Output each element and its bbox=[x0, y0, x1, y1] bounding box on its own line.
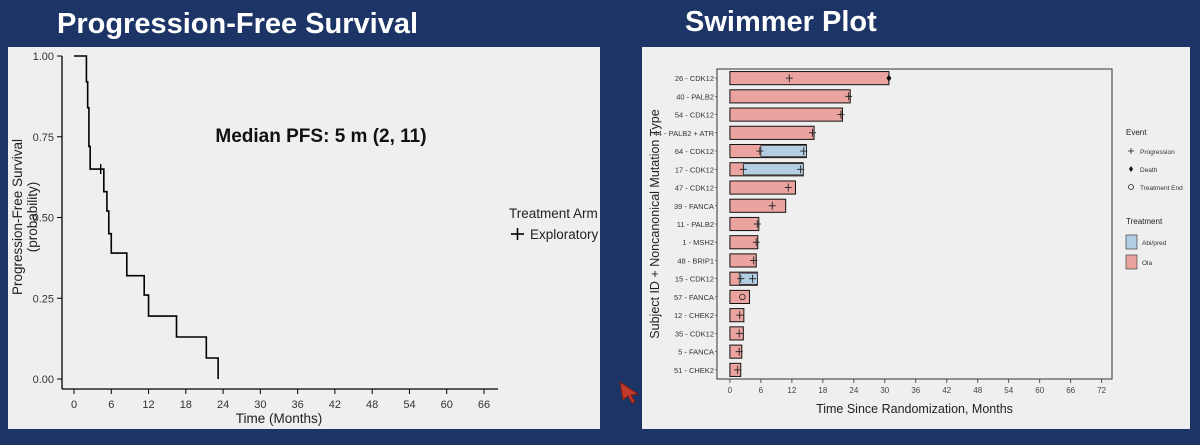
sw-x-tick-label: 30 bbox=[880, 386, 889, 395]
sw-treatment-legend-label: Ola bbox=[1142, 260, 1153, 267]
sw-event-legend-label: Treatment End bbox=[1140, 185, 1183, 192]
sw-x-tick-label: 42 bbox=[942, 386, 951, 395]
sw-subject-label: 64 - CDK12 bbox=[675, 147, 714, 156]
km-y-axis-label: Progression-Free Survival bbox=[10, 139, 25, 295]
sw-subject-label: 15 - CDK12 bbox=[675, 275, 714, 284]
sw-subject-label: 5 - FANCA bbox=[678, 348, 714, 357]
sw-subject-label: 47 - CDK12 bbox=[675, 184, 714, 193]
sw-x-tick-label: 18 bbox=[818, 386, 827, 395]
sw-x-tick-label: 12 bbox=[787, 386, 796, 395]
sw-x-tick-label: 36 bbox=[911, 386, 920, 395]
sw-x-tick-label: 60 bbox=[1035, 386, 1044, 395]
sw-subject-label: 39 - FANCA bbox=[674, 202, 714, 211]
sw-ola-bar bbox=[729, 198, 787, 213]
km-median-annotation: Median PFS: 5 m (2, 11) bbox=[215, 126, 426, 147]
sw-event-legend-title: Event bbox=[1126, 128, 1147, 137]
swimmer-chart: 0 6 12 18 24 30 36 42 48 54 60 66 72 26 - CDK12 40 - P… bbox=[648, 68, 1183, 416]
sw-treatment-end-mark bbox=[739, 293, 746, 301]
sw-subject-label: 44 - PALB2 + ATR bbox=[654, 129, 715, 138]
sw-event-legend-label: Death bbox=[1140, 167, 1158, 174]
km-x-tick-label: 60 bbox=[441, 399, 453, 411]
sw-x-tick-label: 24 bbox=[849, 386, 858, 395]
km-x-tick-label: 30 bbox=[254, 399, 266, 411]
sw-x-tick-label: 72 bbox=[1097, 386, 1106, 395]
sw-subject-label: 57 - FANCA bbox=[674, 293, 714, 302]
sw-abi-bar bbox=[743, 163, 804, 176]
km-y-axis-label-2: (probability) bbox=[25, 182, 40, 253]
sw-y-axis-label-group: Subject ID + Noncanonical Mutation Type bbox=[648, 109, 662, 338]
sw-x-tick-label: 66 bbox=[1066, 386, 1075, 395]
sw-subject-label: 26 - CDK12 bbox=[675, 74, 714, 83]
km-y-tick-label: 0.75 bbox=[33, 132, 54, 144]
sw-ola-bar bbox=[729, 107, 843, 122]
sw-subject-label: 17 - CDK12 bbox=[675, 165, 714, 174]
km-x-tick-label: 12 bbox=[142, 399, 154, 411]
sw-treatment-legend-swatch bbox=[1125, 254, 1138, 270]
sw-ola-bar bbox=[729, 89, 851, 104]
km-x-tick-label: 0 bbox=[71, 399, 77, 411]
sw-x-tick-label: 54 bbox=[1004, 386, 1013, 395]
sw-treatment-legend-label: Abi/pred bbox=[1142, 240, 1167, 247]
pfs-chart-panel: 0 6 12 18 24 30 36 42 48 54 60 66 0.00 0.25 0.50 0.75 1.… bbox=[8, 47, 600, 429]
km-y-tick-label: 0.00 bbox=[33, 374, 54, 386]
km-survival-curve bbox=[74, 55, 219, 379]
km-x-tick-label: 42 bbox=[329, 399, 341, 411]
sw-legend-death-icon bbox=[1129, 166, 1133, 172]
km-y-tick-label: 0.50 bbox=[33, 213, 54, 225]
km-legend-label: Exploratory bbox=[530, 227, 599, 242]
km-legend-title: Treatment Arm bbox=[509, 206, 598, 221]
sw-treatment-legend-title: Treatment bbox=[1126, 217, 1163, 226]
pfs-chart: 0 6 12 18 24 30 36 42 48 54 60 66 0.00 0.25 0.50 0.75 1.… bbox=[10, 51, 599, 426]
sw-ola-bar bbox=[729, 71, 890, 86]
sw-event-legend-label: Progression bbox=[1140, 149, 1175, 156]
swimmer-chart-panel: 0 6 12 18 24 30 36 42 48 54 60 66 72 26 - CDK12 40 - P… bbox=[642, 47, 1190, 429]
left-slide-title: Progression-Free Survival bbox=[57, 8, 419, 40]
sw-subject-label: 54 - CDK12 bbox=[675, 111, 714, 120]
sw-x-tick-label: 0 bbox=[728, 386, 733, 395]
sw-subject-label: 40 - PALB2 bbox=[676, 92, 714, 101]
sw-y-axis-label: Subject ID + Noncanonical Mutation Type bbox=[648, 109, 662, 338]
sw-subject-label: 35 - CDK12 bbox=[675, 329, 714, 338]
sw-ola-bar bbox=[729, 125, 815, 140]
km-x-tick-label: 54 bbox=[403, 399, 415, 411]
sw-ola-bar bbox=[729, 180, 796, 195]
sw-subject-label: 12 - CHEK2 bbox=[674, 311, 714, 320]
km-x-tick-label: 24 bbox=[217, 399, 229, 411]
sw-abi-bar bbox=[760, 145, 807, 157]
km-x-tick-label: 36 bbox=[292, 399, 304, 411]
km-x-tick-label: 48 bbox=[366, 399, 378, 411]
sw-treatment-legend-swatch bbox=[1125, 234, 1138, 250]
sw-subject-label: 48 - BRIP1 bbox=[677, 256, 714, 265]
km-x-tick-label: 66 bbox=[478, 399, 490, 411]
sw-subject-label: 1 - MSH2 bbox=[682, 238, 714, 247]
sw-x-tick-label: 6 bbox=[759, 386, 764, 395]
right-slide-title: Swimmer Plot bbox=[685, 6, 877, 38]
sw-death-mark bbox=[886, 74, 892, 82]
mouse-pointer-icon bbox=[619, 380, 640, 404]
km-y-axis-label-group: Progression-Free Survival (probability) bbox=[10, 139, 40, 295]
km-y-tick-label: 1.00 bbox=[33, 51, 54, 63]
km-x-tick-label: 18 bbox=[180, 399, 192, 411]
km-x-axis-label: Time (Months) bbox=[236, 411, 323, 426]
sw-x-axis-label: Time Since Randomization, Months bbox=[816, 402, 1013, 416]
sw-subject-label: 11 - PALB2 bbox=[677, 220, 714, 229]
km-y-tick-label: 0.25 bbox=[33, 293, 54, 305]
sw-subject-label: 51 - CHEK2 bbox=[674, 366, 714, 375]
km-x-tick-label: 6 bbox=[108, 399, 114, 411]
sw-legend-treatment-end-icon bbox=[1128, 184, 1134, 190]
sw-x-tick-label: 48 bbox=[973, 386, 982, 395]
